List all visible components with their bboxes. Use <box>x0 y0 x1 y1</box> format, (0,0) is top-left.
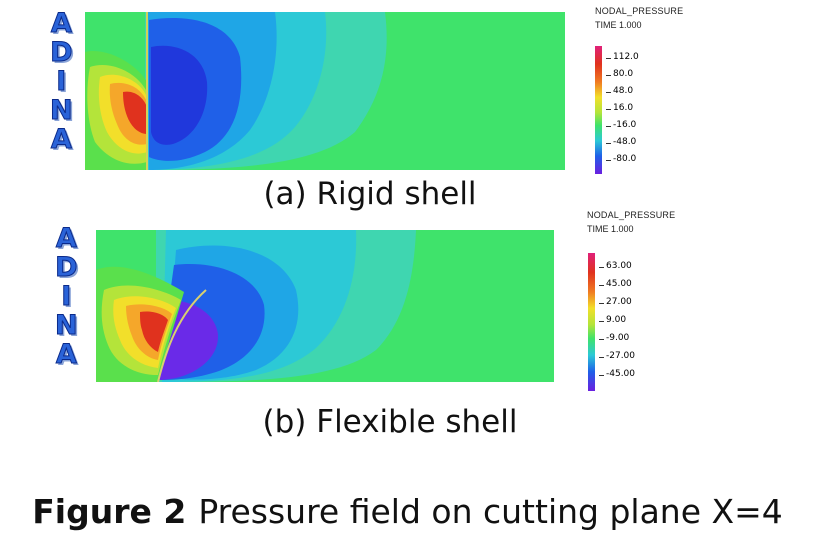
legend-tick: -48.0 <box>605 137 637 147</box>
legend-tick: -45.00 <box>598 369 636 379</box>
legend-tick: 48.0 <box>605 86 634 96</box>
legend-tick: 80.0 <box>605 69 634 79</box>
contour-plot-rigid <box>85 12 565 170</box>
watermark-letter: D <box>50 37 73 68</box>
watermark-letter: A <box>50 124 72 155</box>
legend-tick: 9.00 <box>598 315 627 325</box>
legend-tick: 16.0 <box>605 103 634 113</box>
legend-title: NODAL_PRESSURE <box>587 210 676 220</box>
legend-rigid: NODAL_PRESSURE TIME 1.000 <box>595 6 683 30</box>
legend-flexible: NODAL_PRESSURE TIME 1.000 <box>587 210 675 234</box>
legend-tick: -27.00 <box>598 351 636 361</box>
legend-tick: 63.00 <box>599 261 632 271</box>
caption-flexible-shell: (b) Flexible shell <box>262 404 518 440</box>
watermark-letter: I <box>61 281 72 312</box>
legend-tick: -80.0 <box>605 154 637 164</box>
caption-rigid-shell: (a) Rigid shell <box>263 176 477 212</box>
legend-tick: 27.00 <box>599 297 632 307</box>
legend-tick: 45.00 <box>599 279 632 289</box>
color-bar-rigid <box>595 46 602 174</box>
watermark-letter: N <box>55 310 79 341</box>
figure-caption-text: Pressure field on cutting plane X=4 <box>198 492 783 531</box>
legend-tick: -9.00 <box>598 333 630 343</box>
watermark-letter: I <box>56 66 67 97</box>
contour-plot-flexible <box>96 230 554 382</box>
legend-time: TIME 1.000 <box>587 224 634 234</box>
adina-watermark-b: A D I N A <box>55 223 79 370</box>
legend-title: NODAL_PRESSURE <box>595 6 684 16</box>
legend-time: TIME 1.000 <box>595 20 642 30</box>
figure-caption: Figure 2 Pressure field on cutting plane … <box>0 492 815 531</box>
legend-tick: 112.0 <box>606 52 639 62</box>
watermark-letter: A <box>50 8 72 39</box>
watermark-letter: D <box>55 252 78 283</box>
figure-label: Figure 2 <box>32 492 187 531</box>
watermark-letter: A <box>55 339 77 370</box>
watermark-letter: A <box>55 223 77 254</box>
color-bar-flexible <box>588 253 595 391</box>
adina-watermark-a: A D I N A <box>50 8 74 155</box>
watermark-letter: N <box>50 95 74 126</box>
legend-tick: -16.0 <box>605 120 637 130</box>
